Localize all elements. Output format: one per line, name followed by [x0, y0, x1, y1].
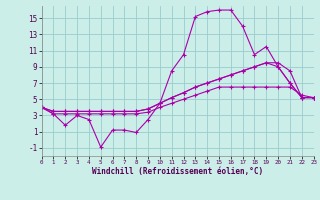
X-axis label: Windchill (Refroidissement éolien,°C): Windchill (Refroidissement éolien,°C) — [92, 167, 263, 176]
